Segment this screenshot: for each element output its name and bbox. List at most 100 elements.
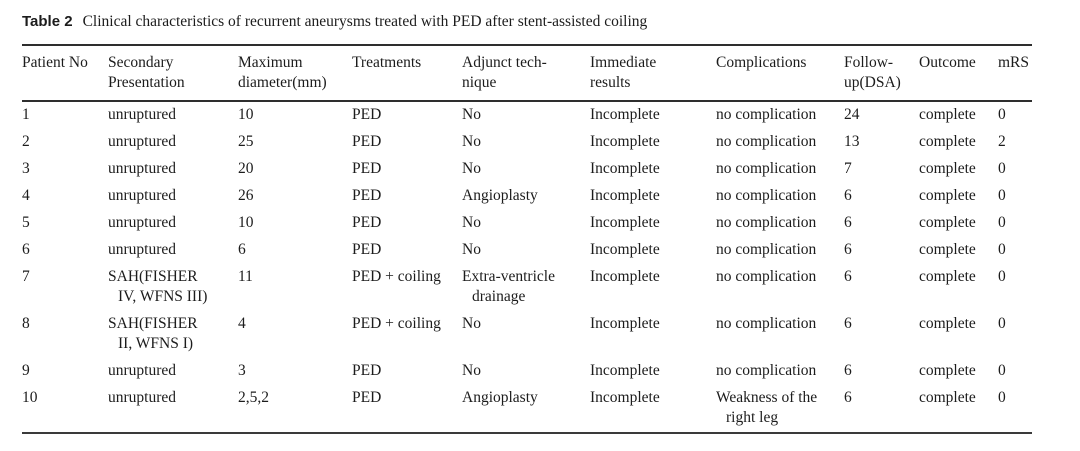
header-cell-mrs: mRS (998, 45, 1032, 102)
cell-mrs-row-6: 0 (998, 241, 1006, 258)
cell-outcome-row-5: complete (919, 214, 976, 231)
cell-immediate-results-row-6: Incomplete (590, 241, 660, 258)
cell-immediate-results-row-9: Incomplete (590, 362, 660, 379)
cell-outcome-row-2: complete (919, 133, 976, 150)
cell-patient-no-row-3: 3 (22, 160, 30, 177)
cell-adjunct-technique-row-10: Angioplasty (462, 389, 538, 406)
cell-adjunct-technique-row-4: Angioplasty (462, 187, 538, 204)
cell-outcome-row-1: complete (919, 106, 976, 123)
cell-immediate-results-row-3: Incomplete (590, 160, 660, 177)
table-caption-label: Table 2 (22, 13, 73, 30)
cell-maximum-diameter-row-9: 3 (238, 362, 246, 379)
cell-maximum-diameter-row-8: 4 (238, 315, 246, 332)
cell-complications-row-10: Weakness of the right leg (716, 389, 818, 426)
cell-patient-no-row-4: 4 (22, 187, 30, 204)
cell-mrs-row-7: 0 (998, 268, 1006, 285)
cell-patient-no-row-5: 5 (22, 214, 30, 231)
cell-maximum-diameter-row-10: 2,5,2 (238, 389, 269, 406)
cell-immediate-results-row-5: Incomplete (590, 214, 660, 231)
cell-complications-row-9: no complication (716, 362, 817, 379)
header-cell-immediate-results: Immediate results (590, 45, 716, 102)
cell-treatments-row-4: PED (352, 187, 382, 204)
cell-maximum-diameter-row-3: 20 (238, 160, 254, 177)
cell-treatments-row-9: PED (352, 362, 382, 379)
cell-immediate-results-row-1: Incomplete (590, 106, 660, 123)
cell-maximum-diameter-row-6: 6 (238, 241, 246, 258)
cell-maximum-diameter-row-1: 10 (238, 106, 254, 123)
cell-patient-no-row-8: 8 (22, 315, 30, 332)
cell-maximum-diameter-row-5: 10 (238, 214, 254, 231)
cell-complications-row-6: no complication (716, 241, 817, 258)
cell-complications-row-5: no complication (716, 214, 817, 231)
header-cell-treatments: Treatments (352, 45, 462, 102)
table-row-patient-2: 2 unruptured 25 PED No Incomplete no complicat… (22, 129, 1032, 156)
cell-outcome-row-8: complete (919, 315, 976, 332)
cell-patient-no-row-2: 2 (22, 133, 30, 150)
cell-follow-up-dsa-row-4: 6 (844, 187, 852, 204)
header-cell-complications: Complications (716, 45, 844, 102)
header-cell-patient-no: Patient No (22, 45, 108, 102)
cell-secondary-presentation-row-3: unruptured (108, 160, 177, 177)
cell-follow-up-dsa-row-8: 6 (844, 315, 852, 332)
cell-mrs-row-8: 0 (998, 315, 1006, 332)
table-row-patient-3: 3 unruptured 20 PED No Incomplete no complicat… (22, 156, 1032, 183)
cell-immediate-results-row-8: Incomplete (590, 315, 660, 332)
cell-follow-up-dsa-row-7: 6 (844, 268, 852, 285)
cell-secondary-presentation-row-7: SAH(FISHER IV, WFNS III) (108, 268, 208, 305)
cell-adjunct-technique-row-6: No (462, 241, 481, 258)
cell-follow-up-dsa-row-9: 6 (844, 362, 852, 379)
cell-patient-no-row-7: 7 (22, 268, 30, 285)
cell-outcome-row-4: complete (919, 187, 976, 204)
cell-outcome-row-6: complete (919, 241, 976, 258)
table-row-patient-10: 10 unruptured 2,5,2 PED Angioplasty Incomplet… (22, 385, 1032, 433)
table-row-patient-4: 4 unruptured 26 PED Angioplasty Incomplete no … (22, 183, 1032, 210)
cell-patient-no-row-6: 6 (22, 241, 30, 258)
clinical-characteristics-table: Patient No Secondary Presentation Maximum … (22, 44, 1032, 434)
cell-mrs-row-2: 2 (998, 133, 1006, 150)
table-header: Patient No Secondary Presentation Maximum … (22, 45, 1032, 102)
cell-secondary-presentation-row-2: unruptured (108, 133, 177, 150)
cell-adjunct-technique-row-8: No (462, 315, 481, 332)
cell-immediate-results-row-4: Incomplete (590, 187, 660, 204)
cell-outcome-row-3: complete (919, 160, 976, 177)
cell-adjunct-technique-row-9: No (462, 362, 481, 379)
cell-mrs-row-4: 0 (998, 187, 1006, 204)
table-row-patient-5: 5 unruptured 10 PED No Incomplete no complicat… (22, 210, 1032, 237)
cell-outcome-row-10: complete (919, 389, 976, 406)
cell-adjunct-technique-row-2: No (462, 133, 481, 150)
cell-patient-no-row-10: 10 (22, 389, 38, 406)
cell-complications-row-3: no complication (716, 160, 817, 177)
cell-complications-row-4: no complication (716, 187, 817, 204)
cell-adjunct-technique-row-1: No (462, 106, 481, 123)
cell-follow-up-dsa-row-6: 6 (844, 241, 852, 258)
cell-follow-up-dsa-row-5: 6 (844, 214, 852, 231)
cell-secondary-presentation-row-9: unruptured (108, 362, 177, 379)
table-row-patient-6: 6 unruptured 6 PED No Incomplete no complicati… (22, 237, 1032, 264)
cell-treatments-row-7: PED + coiling (352, 268, 441, 285)
cell-adjunct-technique-row-7: Extra-ventricle drainage (462, 268, 555, 305)
cell-complications-row-1: no complication (716, 106, 817, 123)
cell-treatments-row-6: PED (352, 241, 382, 258)
cell-secondary-presentation-row-6: unruptured (108, 241, 177, 258)
header-cell-secondary-presentation: Secondary Presentation (108, 45, 238, 102)
header-cell-maximum-diameter: Maximum diameter(mm) (238, 45, 352, 102)
cell-follow-up-dsa-row-2: 13 (844, 133, 860, 150)
header-row: Patient No Secondary Presentation Maximum … (22, 45, 1032, 102)
cell-mrs-row-9: 0 (998, 362, 1006, 379)
cell-follow-up-dsa-row-3: 7 (844, 160, 852, 177)
cell-complications-row-7: no complication (716, 268, 817, 285)
cell-mrs-row-5: 0 (998, 214, 1006, 231)
cell-immediate-results-row-2: Incomplete (590, 133, 660, 150)
cell-treatments-row-8: PED + coiling (352, 315, 441, 332)
cell-patient-no-row-1: 1 (22, 106, 30, 123)
cell-patient-no-row-9: 9 (22, 362, 30, 379)
cell-adjunct-technique-row-5: No (462, 214, 481, 231)
cell-maximum-diameter-row-7: 11 (238, 268, 253, 285)
cell-follow-up-dsa-row-1: 24 (844, 106, 860, 123)
cell-immediate-results-row-10: Incomplete (590, 389, 660, 406)
cell-outcome-row-7: complete (919, 268, 976, 285)
cell-mrs-row-10: 0 (998, 389, 1006, 406)
cell-treatments-row-5: PED (352, 214, 382, 231)
cell-mrs-row-3: 0 (998, 160, 1006, 177)
cell-treatments-row-3: PED (352, 160, 382, 177)
